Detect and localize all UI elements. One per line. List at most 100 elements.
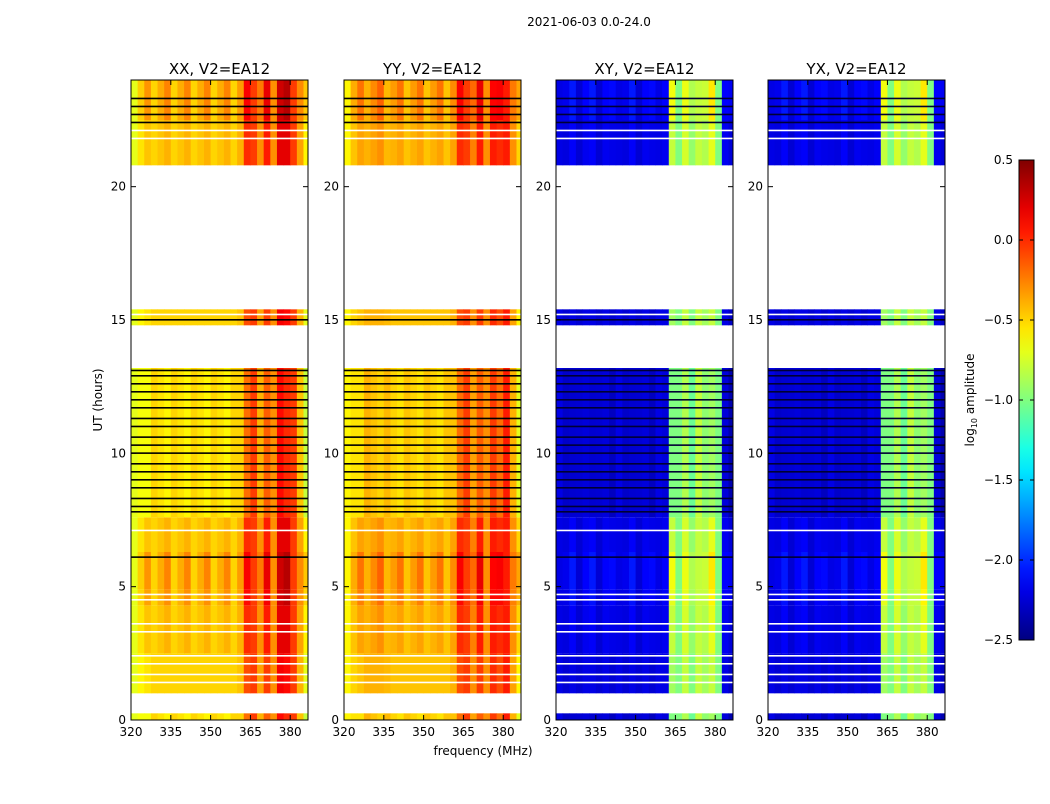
heatmap-cell <box>880 605 888 654</box>
heatmap-cell <box>496 605 504 654</box>
heatmap-cell <box>814 713 822 720</box>
x-tick-label: 335 <box>372 725 395 739</box>
flagged-row <box>556 417 733 420</box>
heatmap-cell <box>296 605 304 654</box>
heatmap-cell <box>708 552 716 590</box>
heatmap-cell <box>940 552 945 590</box>
heatmap-cell <box>276 80 285 120</box>
heatmap-cell <box>768 517 776 552</box>
heatmap-cell <box>503 713 511 720</box>
heatmap-cell <box>840 589 849 606</box>
heatmap-cell <box>190 368 198 518</box>
heatmap-cell <box>243 309 251 326</box>
heatmap-cell <box>443 653 451 694</box>
heatmap-cell <box>470 713 478 720</box>
flagged-row <box>344 452 521 454</box>
heatmap-cell <box>476 80 484 120</box>
heatmap-cell <box>436 589 445 606</box>
heatmap-cell <box>894 517 902 552</box>
heatmap-cell <box>582 80 590 120</box>
heatmap-cell <box>602 517 610 552</box>
heatmap-cell <box>880 552 888 590</box>
heatmap-cell <box>383 120 391 166</box>
heatmap-cell <box>642 713 650 720</box>
x-tick-label: 380 <box>916 725 939 739</box>
heatmap-cell <box>483 368 491 518</box>
heatmap-cell <box>867 80 875 120</box>
heatmap-cell <box>430 517 438 552</box>
colorbar-tick-label: −1.5 <box>984 473 1013 487</box>
flagged-row <box>131 593 308 596</box>
heatmap-cell <box>854 80 862 120</box>
flagged-row <box>344 369 521 372</box>
heatmap-cell <box>695 309 703 326</box>
heatmap-cell <box>880 589 888 606</box>
heatmap-cell <box>450 589 458 606</box>
heatmap-cell <box>721 589 729 606</box>
heatmap-cell <box>177 713 185 720</box>
heatmap-cell <box>927 605 935 654</box>
heatmap-cell <box>721 713 729 720</box>
heatmap-cell <box>283 309 291 326</box>
heatmap-cell <box>787 713 796 720</box>
heatmap-cell <box>290 653 298 694</box>
heatmap-cell <box>920 309 928 326</box>
heatmap-cell <box>270 517 278 552</box>
heatmap-cell <box>675 552 683 590</box>
heatmap-cell <box>569 80 577 120</box>
heatmap-cell <box>390 589 398 606</box>
heatmap-cell <box>682 653 690 694</box>
flagged-row <box>556 463 733 465</box>
heatmap-cell <box>430 653 438 694</box>
heatmap-cell <box>184 653 192 694</box>
x-tick-label: 350 <box>412 725 435 739</box>
heatmap-cell <box>894 309 902 326</box>
heatmap-cell <box>628 605 637 654</box>
heatmap-cell <box>854 120 862 166</box>
heatmap-cell <box>768 309 776 326</box>
heatmap-cell <box>296 368 304 518</box>
heatmap-cell <box>807 713 815 720</box>
flagged-row <box>344 375 521 377</box>
heatmap-cell <box>794 80 802 120</box>
heatmap-cell <box>210 517 218 552</box>
heatmap-cell <box>250 605 258 654</box>
heatmap-cell <box>642 605 650 654</box>
heatmap-cell <box>807 80 815 120</box>
heatmap-cell <box>357 120 365 166</box>
heatmap-cell <box>860 653 869 694</box>
heatmap-cell <box>589 713 597 720</box>
heatmap-cell <box>880 517 888 552</box>
heatmap-cell <box>933 368 941 518</box>
flagged-row <box>344 479 521 481</box>
flagged-row <box>556 97 733 100</box>
heatmap-cell <box>190 653 198 694</box>
heatmap-cell <box>344 80 352 120</box>
heatmap-cell <box>370 605 378 654</box>
heatmap-cell <box>913 713 922 720</box>
heatmap-cell <box>237 653 245 694</box>
heatmap-cell <box>622 589 630 606</box>
heatmap-cell <box>516 589 521 606</box>
heatmap-cell <box>456 368 464 518</box>
heatmap-cell <box>834 80 842 120</box>
heatmap-cell <box>887 589 895 606</box>
heatmap-cell <box>190 552 198 590</box>
heatmap-cell <box>443 368 451 518</box>
heatmap-cell <box>177 120 185 166</box>
heatmap-cell <box>682 368 690 518</box>
heatmap-cell <box>150 552 159 590</box>
heatmap-cell <box>682 589 690 606</box>
heatmap-cell <box>263 309 271 326</box>
heatmap-cell <box>223 120 232 166</box>
heatmap-cell <box>157 713 165 720</box>
heatmap-cell <box>602 309 610 326</box>
heatmap-cell <box>801 713 809 720</box>
flagged-row <box>556 436 733 438</box>
heatmap-cell <box>907 605 915 654</box>
heatmap-cell <box>913 309 922 326</box>
heatmap-cells <box>768 80 945 720</box>
heatmap-cell <box>900 552 908 590</box>
heatmap-cell <box>602 80 610 120</box>
heatmap-cell <box>801 368 809 518</box>
